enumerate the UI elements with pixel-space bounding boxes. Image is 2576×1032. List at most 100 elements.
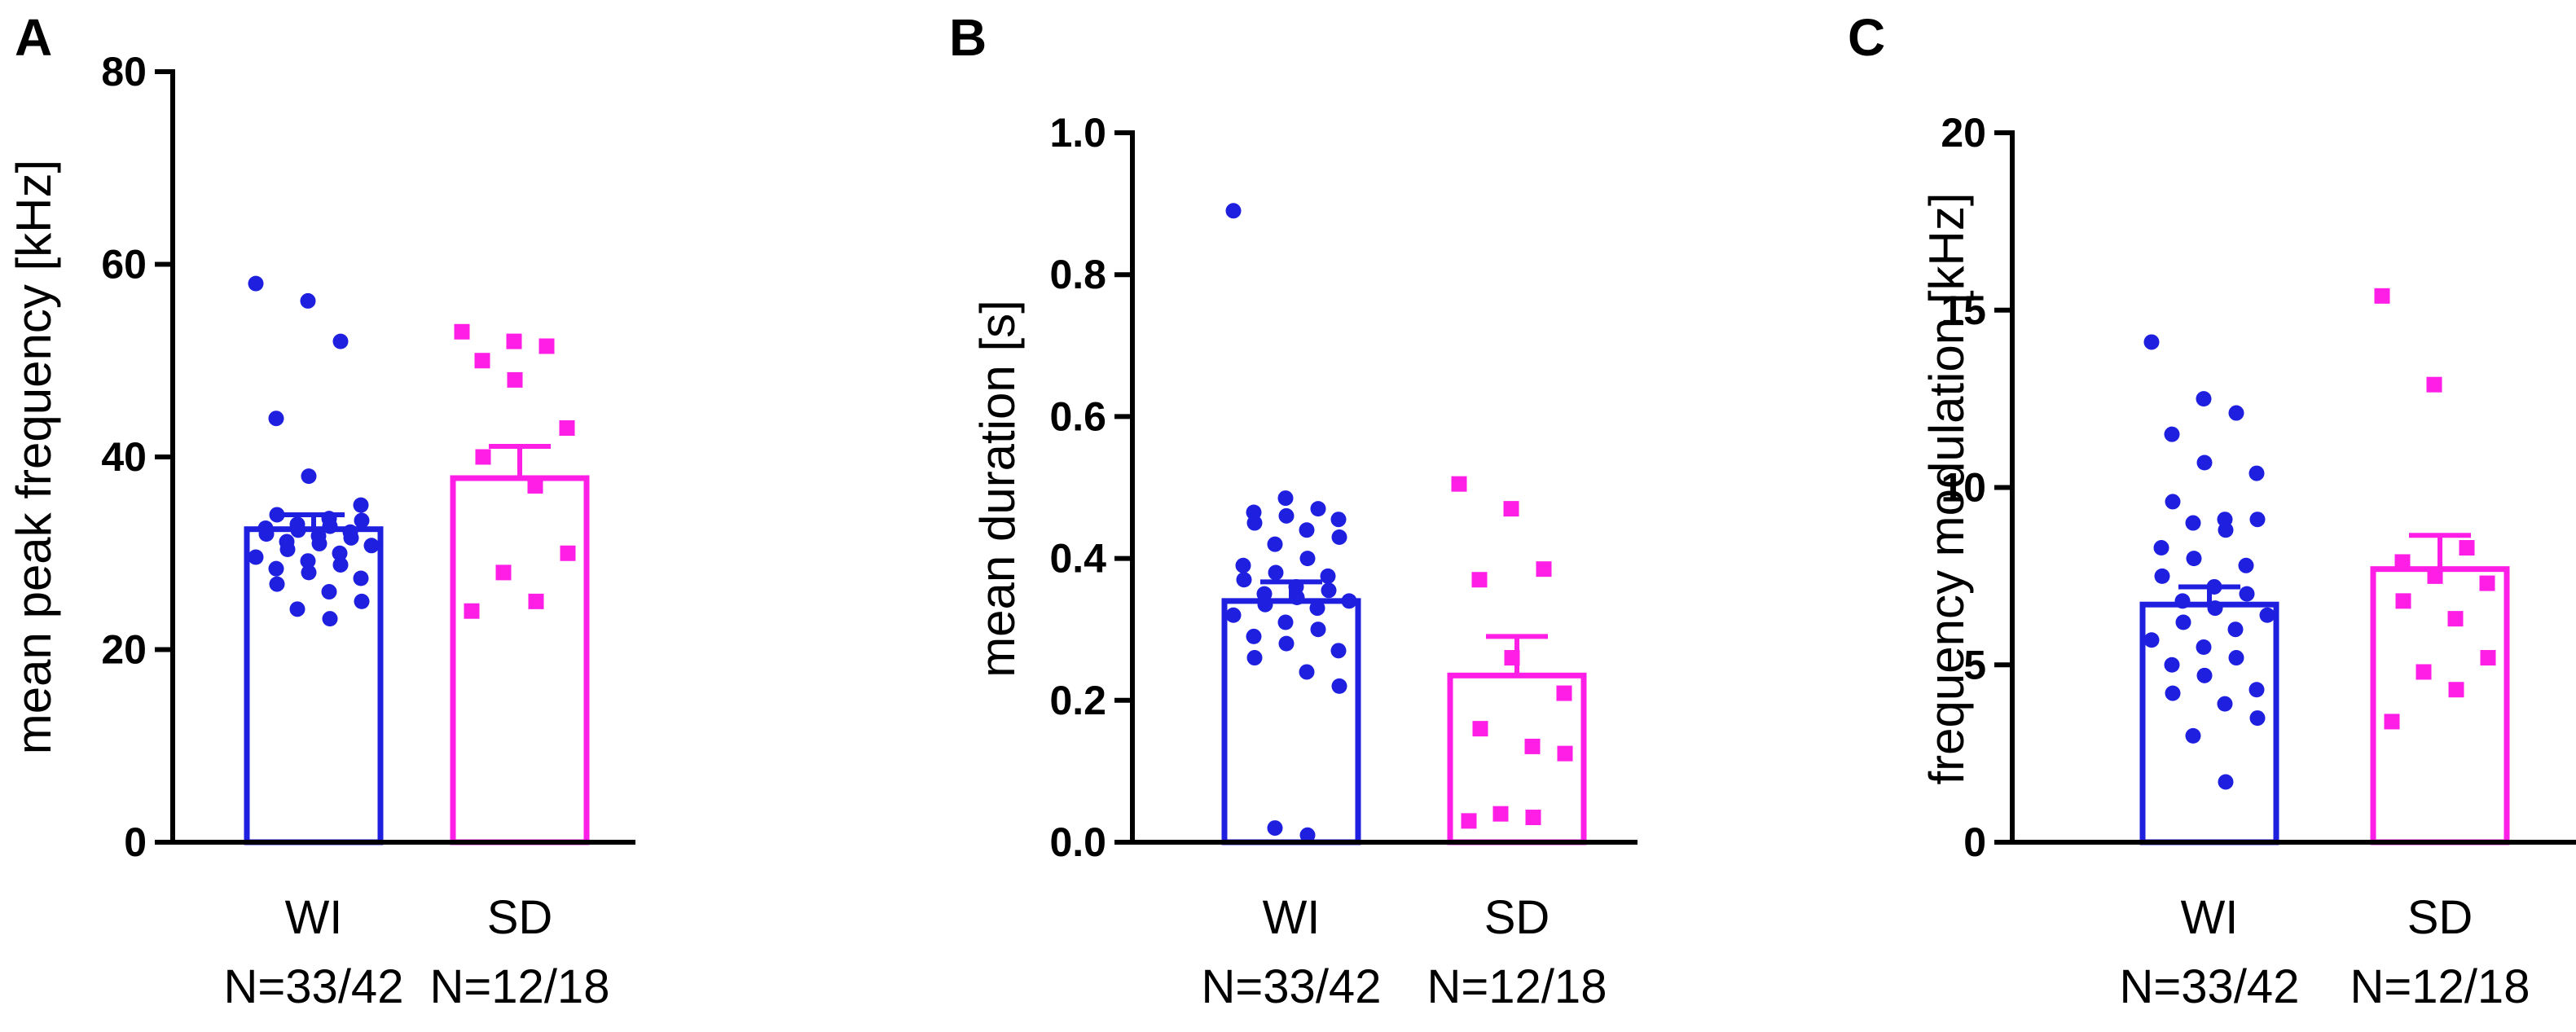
data-point-wi	[1299, 827, 1316, 843]
y-tick-label: 80	[101, 49, 147, 94]
data-point-wi	[2186, 551, 2202, 567]
data-point-wi	[2196, 639, 2212, 655]
y-tick-label: 0.8	[1049, 252, 1106, 297]
panel-a: A WI N=33/42 SD N=12/18 0 20 40 60 80 mean peak fr…	[7, 8, 635, 1013]
data-point-wi	[2249, 465, 2265, 481]
data-point-wi	[322, 611, 338, 627]
bar-sd	[450, 475, 590, 845]
data-point-wi	[2174, 593, 2191, 609]
data-point-wi	[1277, 490, 1294, 507]
data-point-sd	[506, 333, 522, 349]
data-point-wi	[1330, 512, 1347, 528]
data-point-sd	[1536, 561, 1552, 577]
data-point-sd	[475, 449, 491, 465]
data-point-sd	[2459, 540, 2475, 556]
data-point-sd	[2374, 288, 2390, 304]
data-point-sd	[464, 603, 480, 619]
data-point-wi	[248, 275, 264, 292]
n-label: N=12/18	[1427, 960, 1607, 1013]
y-tick-label: 1.0	[1049, 110, 1106, 156]
y-tick-label: 10	[1941, 465, 1986, 511]
y-tick-label: 15	[1941, 288, 1986, 333]
n-label: N=33/42	[2120, 960, 2300, 1013]
data-point-wi	[2228, 405, 2244, 421]
data-point-wi	[2185, 727, 2201, 744]
data-point-sd	[1556, 685, 1572, 701]
data-point-wi	[1225, 607, 1242, 623]
data-point-wi	[1299, 522, 1315, 538]
panel-letter: B	[949, 8, 987, 67]
panel-b: B WI N=33/42 SD N=12/18 0.0 0.2 0.4 0.6 0.8 1.0 mea…	[949, 8, 1637, 1013]
data-point-wi	[2249, 710, 2266, 727]
data-point-sd	[2480, 650, 2496, 666]
data-point-sd	[1524, 738, 1541, 754]
y-axis-label: mean peak frequency [kHz]	[7, 160, 61, 754]
data-point-wi	[300, 292, 316, 309]
data-point-wi	[2218, 774, 2234, 790]
y-tick-label: 0.6	[1049, 393, 1106, 439]
data-point-wi	[258, 526, 275, 542]
data-point-wi	[301, 564, 317, 581]
y-axis-label: frequency modulation [kHz]	[1919, 192, 1974, 784]
data-point-wi	[1321, 582, 1337, 599]
data-point-wi	[1246, 628, 1262, 644]
panel-letter: C	[1848, 8, 1885, 67]
data-point-wi	[1246, 515, 1263, 531]
bar-wi	[1221, 598, 1361, 845]
data-point-sd	[1461, 813, 1477, 829]
data-point-wi	[248, 549, 264, 565]
data-point-wi	[2196, 391, 2212, 407]
bar-sd	[2370, 566, 2510, 845]
data-point-wi	[1341, 593, 1357, 609]
data-point-sd	[1503, 501, 1519, 517]
data-point-wi	[2249, 682, 2265, 698]
data-point-wi	[332, 556, 349, 573]
data-point-wi	[1320, 568, 1336, 584]
data-point-wi	[1330, 643, 1347, 659]
data-point-wi	[2196, 455, 2213, 471]
y-tick-label: 0.0	[1049, 819, 1106, 865]
data-point-wi	[311, 535, 327, 551]
data-point-wi	[2227, 621, 2244, 638]
y-tick-label: 20	[1941, 110, 1986, 156]
data-point-sd	[2416, 664, 2432, 680]
data-point-sd	[2426, 376, 2442, 393]
panel-c: C WI N=33/42 SD N=12/18 0 5 10 15 20 frequency mod…	[1848, 8, 2576, 1013]
n-label: N=33/42	[1202, 960, 1382, 1013]
data-point-wi	[1310, 621, 1326, 638]
data-point-wi	[1268, 564, 1284, 581]
data-point-wi	[2239, 586, 2255, 602]
data-point-wi	[1267, 536, 1283, 552]
category-label: WI	[285, 891, 343, 944]
data-point-wi	[322, 518, 338, 534]
data-point-sd	[2384, 714, 2400, 730]
data-point-wi	[1331, 678, 1347, 694]
data-point-sd	[1471, 572, 1488, 588]
data-point-sd	[538, 338, 555, 354]
category-label: SD	[1484, 891, 1550, 944]
data-point-wi	[2238, 557, 2254, 573]
data-point-wi	[332, 333, 349, 349]
data-point-wi	[2165, 494, 2181, 510]
data-point-wi	[343, 529, 359, 546]
data-point-wi	[2153, 540, 2169, 556]
y-tick-label: 0	[1963, 819, 1986, 865]
data-point-wi	[1225, 203, 1242, 219]
y-tick-label: 0.2	[1049, 678, 1106, 723]
data-point-sd	[559, 420, 575, 437]
category-label: WI	[1263, 891, 1321, 944]
y-tick-label: 60	[101, 242, 147, 288]
data-point-wi	[354, 593, 370, 609]
data-point-sd	[1492, 806, 1509, 822]
data-point-sd	[2479, 575, 2495, 591]
data-point-sd	[1472, 721, 1488, 737]
data-point-wi	[353, 497, 369, 513]
data-point-wi	[2228, 650, 2244, 666]
data-point-sd	[560, 545, 576, 561]
data-point-wi	[269, 576, 285, 592]
panel-letter: A	[15, 8, 52, 67]
data-point-sd	[2427, 568, 2443, 584]
data-point-wi	[268, 411, 284, 427]
data-point-wi	[268, 560, 284, 577]
data-point-wi	[301, 468, 317, 485]
